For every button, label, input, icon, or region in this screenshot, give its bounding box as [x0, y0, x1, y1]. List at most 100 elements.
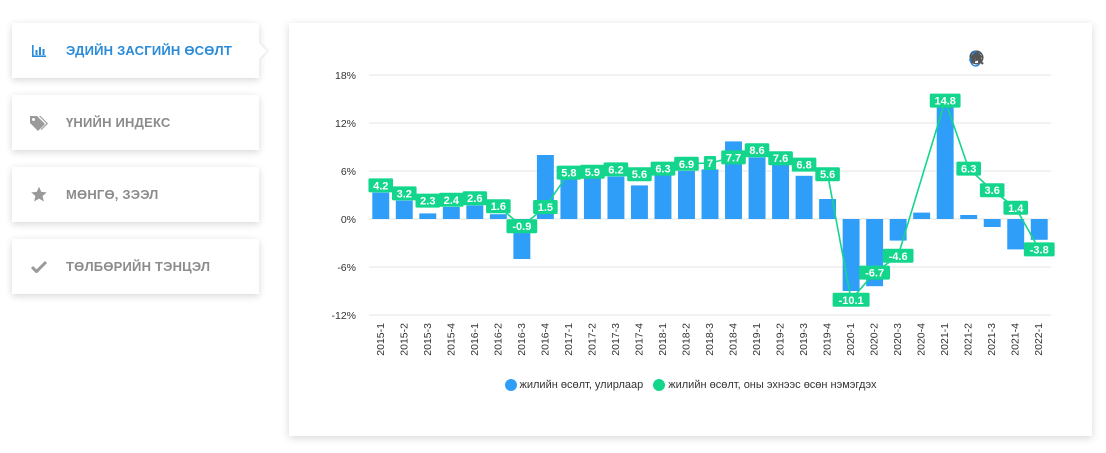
legend-label: жилийн өсөлт, улирлаар: [519, 379, 644, 391]
data-label: 2.4: [444, 195, 460, 207]
data-label-bg: [462, 191, 488, 206]
y-tick-label: 12%: [335, 118, 356, 130]
bar-chart-icon: [28, 40, 50, 62]
data-label: 1.6: [491, 201, 506, 213]
data-label-bg: [580, 164, 605, 179]
legend-item-cumulative[interactable]: жилийн өсөлт, оны эхнээс өсөн нэмэгдэх: [653, 379, 876, 391]
data-label: 6.3: [655, 164, 670, 176]
home-icon[interactable]: [969, 50, 1070, 67]
x-tick-label: 2019-3: [798, 323, 810, 356]
bar: [936, 100, 954, 219]
sidebar-item-economic-growth[interactable]: ЭДИЙН ЗАСГИЙН ӨСӨЛТ: [12, 23, 259, 78]
data-label: 14.8: [934, 96, 955, 108]
bar: [795, 175, 813, 219]
x-tick-label: 2019-1: [751, 323, 763, 356]
growth-chart: 18% 12% 6% 0% -6% -12% 2015-1 2015-2 2015-3 2015-…: [331, 70, 1055, 356]
data-label: 5.6: [632, 169, 647, 181]
data-label-bg: [768, 151, 793, 166]
x-tick-label: 2018-3: [704, 323, 716, 356]
x-tick-label: 2019-4: [822, 323, 834, 356]
zoom-out-icon[interactable]: [969, 50, 1007, 67]
data-label: 1.4: [1008, 203, 1024, 215]
bar: [607, 176, 625, 219]
legend-dot-line: [653, 379, 666, 391]
x-tick-label: 2022-1: [1033, 323, 1045, 356]
x-tick-label: 2016-4: [539, 323, 551, 356]
bar: [442, 207, 460, 219]
chart-toolbar: [969, 50, 1070, 67]
data-label: 6.8: [796, 160, 811, 172]
y-tick-label: 6%: [341, 166, 356, 178]
data-label-bg: [956, 161, 981, 176]
sidebar-item-money-credit[interactable]: МӨНГӨ, ЗЭЭЛ: [12, 167, 259, 222]
bar: [748, 157, 766, 219]
x-tick-label: 2015-4: [445, 323, 457, 356]
bar: [1030, 219, 1048, 240]
sidebar-item-balance-of-payments[interactable]: ТӨЛБӨРИЙН ТЭНЦЭЛ: [12, 239, 259, 294]
y-tick-label: -12%: [331, 310, 356, 322]
data-label-bg: [368, 178, 394, 193]
x-tick-label: 2020-1: [845, 323, 857, 356]
bar: [960, 215, 978, 219]
chart-card: 18% 12% 6% 0% -6% -12% 2015-1 2015-2 2015-3 2015-…: [289, 23, 1092, 436]
data-label-bg: [439, 192, 464, 207]
x-tick-label: 2020-2: [869, 323, 881, 356]
sidebar-item-price-index[interactable]: ҮНИЙН ИНДЕКС: [12, 95, 259, 150]
x-tick-label: 2015-3: [422, 323, 434, 356]
x-tick-label: 2020-3: [892, 323, 904, 356]
bar: [489, 214, 507, 219]
data-label: -0.9: [512, 221, 531, 233]
data-label-bg: [533, 200, 558, 214]
x-tick-label: 2016-1: [469, 323, 481, 356]
bar: [372, 192, 390, 219]
tags-icon: [28, 112, 50, 134]
data-label: 5.9: [585, 167, 600, 179]
x-tick-label: 2021-4: [1010, 323, 1022, 356]
data-label: 6.2: [608, 164, 623, 176]
data-label: 3.2: [397, 188, 412, 200]
data-label: -4.6: [889, 251, 908, 263]
x-tick-label: 2016-3: [516, 323, 528, 356]
sidebar-item-label: ТӨЛБӨРИЙН ТЭНЦЭЛ: [66, 259, 211, 274]
x-tick-label: 2020-4: [916, 323, 928, 356]
legend-item-quarterly[interactable]: жилийн өсөлт, улирлаар: [504, 379, 644, 391]
bar: [395, 200, 413, 219]
y-tick-label: -6%: [337, 262, 356, 274]
data-label-bg: [721, 150, 746, 165]
x-tick-label: 2017-4: [633, 323, 645, 356]
check-icon: [28, 256, 50, 278]
pan-hand-icon[interactable]: [969, 50, 1049, 67]
bar: [630, 185, 648, 219]
bar: [560, 179, 578, 219]
bar: [466, 205, 484, 219]
x-tick-label: 2021-2: [963, 323, 975, 356]
magnifier-icon[interactable]: [969, 50, 1028, 67]
x-tick-label: 2018-1: [657, 323, 669, 356]
sidebar-item-label: ЭДИЙН ЗАСГИЙН ӨСӨЛТ: [66, 43, 233, 58]
data-label: 7.6: [773, 153, 788, 165]
bar: [889, 219, 907, 241]
data-label: 6.3: [961, 164, 976, 176]
x-tick-label: 2019-2: [775, 323, 787, 356]
data-label-bg: [744, 143, 770, 158]
data-label: 2.6: [467, 193, 482, 205]
sidebar-item-label: ҮНИЙН ИНДЕКС: [66, 115, 171, 130]
data-label-bg: [832, 292, 870, 307]
data-label: 2.3: [420, 196, 435, 208]
data-label-bg: [650, 161, 676, 176]
data-label-bg: [391, 186, 417, 201]
chart-legend: жилийн өсөлт, улирлаар жилийн өсөлт, оны…: [289, 379, 1092, 391]
data-label: 1.5: [538, 202, 553, 214]
data-label: -3.8: [1030, 244, 1049, 256]
data-label-bg: [415, 193, 441, 208]
data-label: 7: [707, 158, 713, 170]
x-tick-label: 2017-3: [610, 323, 622, 356]
x-tick-label: 2017-1: [563, 323, 575, 356]
sidebar: ЭДИЙН ЗАСГИЙН ӨСӨЛТ ҮНИЙН ИНДЕКС МӨНГӨ, …: [12, 23, 259, 311]
x-tick-label: 2018-2: [680, 323, 692, 356]
data-label-bg: [929, 93, 961, 108]
x-tick-label: 2021-1: [939, 323, 951, 356]
data-label-bg: [506, 219, 538, 234]
data-label-bg: [815, 167, 840, 182]
data-label-bg: [979, 183, 1005, 198]
